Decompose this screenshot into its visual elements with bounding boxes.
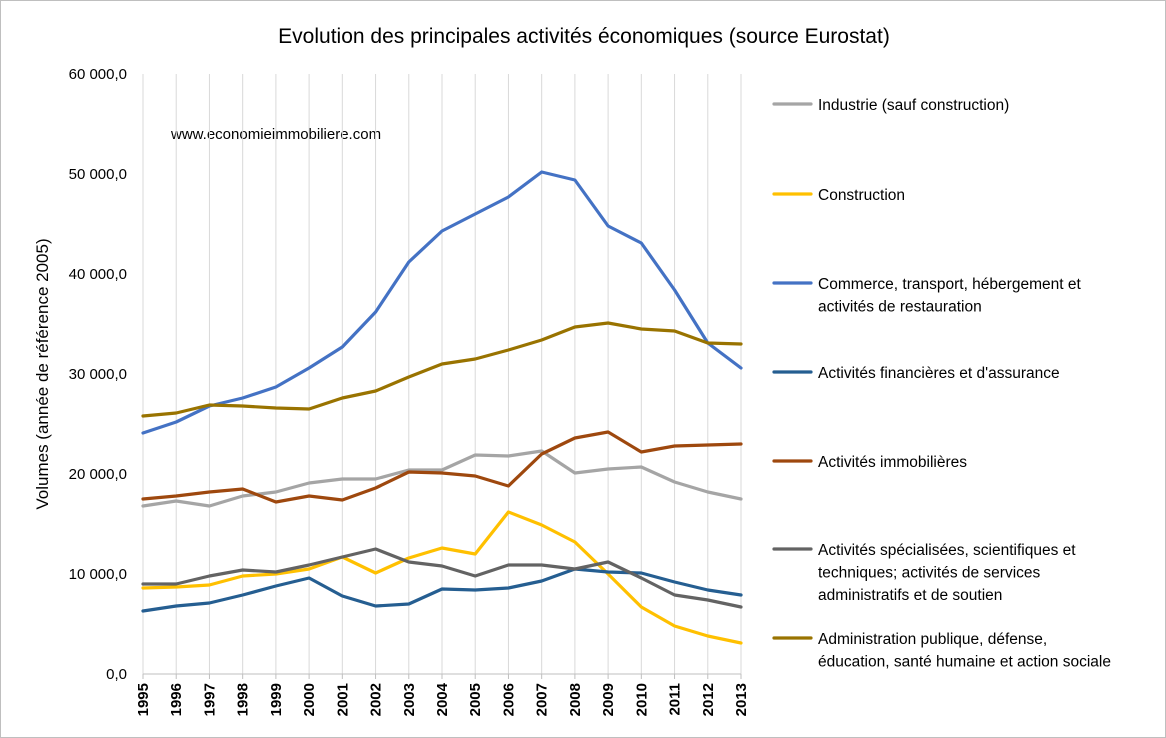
x-tick-label: 2005: [467, 683, 484, 716]
x-tick-label: 1995: [135, 683, 152, 716]
x-tick-label: 1997: [201, 683, 218, 716]
y-tick-label: 30 000,0: [69, 366, 127, 383]
legend-label-3: Commerce, transport, hébergement et: [818, 276, 1081, 293]
series-line-5: [141, 430, 743, 504]
x-tick-label: 2001: [334, 683, 351, 716]
series-line-1: [141, 449, 743, 508]
series-line-4: [141, 567, 743, 613]
legend-label-6: Activités spécialisées, scientifiques et: [818, 542, 1076, 559]
y-tick-label: 20 000,0: [69, 466, 127, 483]
y-tick-label: 10 000,0: [69, 566, 127, 583]
x-tick-label: 2008: [567, 683, 584, 716]
legend-label-2: Construction: [818, 187, 905, 204]
series-line-3: [141, 170, 743, 435]
legend-label-6: techniques; activités de services: [818, 565, 1041, 582]
y-tick-label: 0,0: [106, 666, 127, 683]
legend-label-7: éducation, santé humaine et action socia…: [818, 654, 1111, 671]
x-tick-label: 2004: [434, 682, 451, 716]
legend: Industrie (sauf construction) Constructio…: [772, 97, 1111, 671]
y-tick-labels: 0,0 10 000,0 20 000,0 30 000,0 40 000,0 50 00…: [69, 66, 127, 683]
legend-label-4: Activités financières et d'assurance: [818, 365, 1060, 382]
legend-label-1: Industrie (sauf construction): [818, 97, 1009, 114]
x-tick-label: 2012: [700, 683, 717, 716]
x-tick-label: 2013: [733, 683, 750, 716]
series-line-7: [141, 321, 743, 418]
x-tick-label: 2002: [368, 683, 385, 716]
x-tick-label: 1996: [168, 683, 185, 716]
x-tick-label: 1998: [235, 683, 252, 716]
y-tick-label: 40 000,0: [69, 266, 127, 283]
x-tick-label: 2000: [301, 683, 318, 716]
series-line-2: [141, 510, 743, 645]
series-line-6: [141, 547, 743, 609]
series-lines: [141, 170, 743, 645]
x-tick-label: 2009: [600, 683, 617, 716]
x-tick-label: 2003: [401, 683, 418, 716]
legend-label-7: Administration publique, défense,: [818, 631, 1047, 648]
x-tick-label: 2006: [500, 683, 517, 716]
y-tick-label: 50 000,0: [69, 166, 127, 183]
x-tick-label: 2011: [667, 683, 684, 716]
x-tick-label: 2007: [534, 683, 551, 716]
x-tick-label: 2010: [633, 683, 650, 716]
legend-label-3: activités de restauration: [818, 299, 982, 316]
y-axis-label: Volumes (année de référence 2005): [33, 238, 52, 509]
x-tick-labels: 1995 1996 1997 1998 1999 2000 2001 2002 2003 2004…: [135, 682, 750, 716]
chart-title: Evolution des principales activités écon…: [278, 25, 890, 48]
legend-label-5: Activités immobilières: [818, 454, 967, 471]
x-tick-label: 1999: [268, 683, 285, 716]
legend-label-6: administratifs et de soutien: [818, 587, 1002, 604]
axes: [142, 673, 742, 679]
y-tick-label: 60 000,0: [69, 66, 127, 83]
